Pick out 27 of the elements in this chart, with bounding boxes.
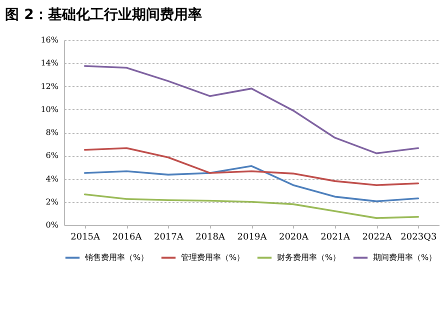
legend-label: 管理费用率（%） [181, 252, 245, 262]
legend-label: 期间费用率（%） [373, 252, 437, 262]
x-tick-label: 2023Q3 [400, 232, 437, 242]
line-series [84, 147, 420, 186]
y-tick-label: 12% [40, 82, 59, 91]
legend-label: 财务费用率（%） [277, 252, 341, 262]
y-tick-label: 6% [46, 151, 59, 160]
line-series [84, 65, 420, 154]
y-tick-label: 14% [40, 58, 59, 68]
chart-title: 图 2：基础化工行业期间费用率 [5, 6, 202, 23]
y-tick-label: 0% [46, 220, 59, 230]
x-tick-label: 2017A [154, 232, 184, 242]
y-tick-label: 10% [40, 104, 59, 114]
x-tick-label: 2021A [320, 232, 351, 242]
x-tick-label: 2018A [196, 232, 226, 242]
x-tick-label: 2019A [237, 232, 268, 242]
legend-label: 销售费用率（%） [84, 252, 149, 262]
y-tick-label: 4% [46, 174, 59, 184]
y-tick-label: 2% [46, 197, 59, 206]
x-tick-label: 2022A [362, 232, 392, 242]
x-tick-label: 2015A [70, 232, 101, 242]
y-tick-label: 8% [46, 128, 59, 137]
line-series [84, 165, 420, 202]
y-tick-label: 16% [40, 36, 59, 44]
x-tick-label: 2016A [112, 232, 142, 242]
line-series [84, 193, 420, 219]
x-tick-label: 2020A [278, 232, 309, 242]
